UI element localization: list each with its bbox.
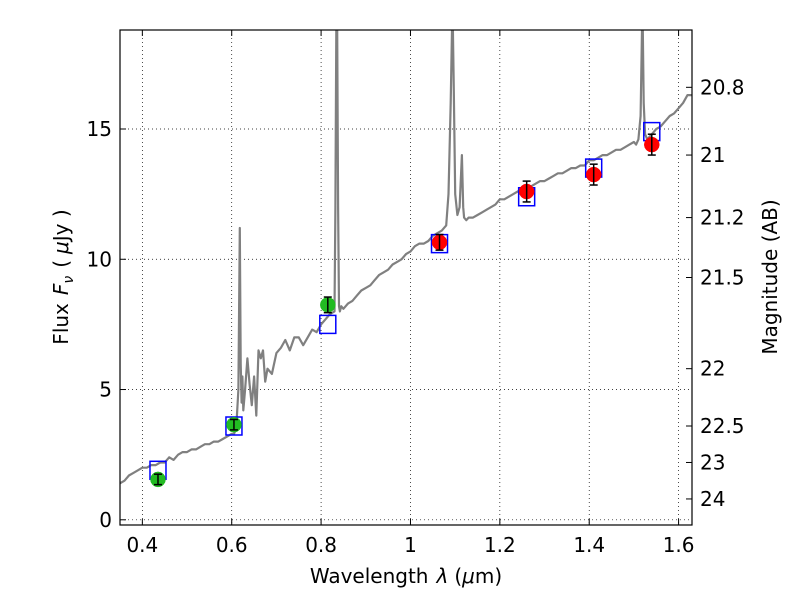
x-tick-label: 0.4 [126,533,158,557]
y2-tick-label: 21.2 [700,206,745,230]
x-tick-label: 1.2 [484,533,516,557]
y2-tick-label: 24 [700,487,725,511]
plot-area [120,30,692,488]
grid [120,30,692,525]
y2-axis-label: Magnitude (AB) [758,199,782,354]
y-tick-label: 0 [99,508,112,532]
model-photometry-square [319,314,337,335]
x-axis-label: Wavelength λ (μm) [310,564,502,588]
x-tick-label: 0.8 [305,533,337,557]
y2-tick-label: 21 [700,143,725,167]
y2-tick-label: 22 [700,357,725,381]
y-axis-label: FluxFν(μJy ) [49,209,77,344]
x-tick-label: 1 [404,533,417,557]
x-tick-label: 0.6 [216,533,248,557]
y2-tick-label: 21.5 [700,266,745,290]
y2-tick-label: 23 [700,450,725,474]
y2-tick-label: 20.8 [700,75,745,99]
y-tick-label: 15 [87,117,112,141]
y-tick-label: 5 [99,378,112,402]
y-tick-label: 10 [87,247,112,271]
x-tick-label: 1.4 [573,533,605,557]
x-tick-label: 1.6 [663,533,695,557]
axis-ticks: 0.4 0.6 0.8 1 1.2 1.4 1.6 0 5 10 15 20.8 21 21.2 21.5 2… [87,30,745,557]
y2-tick-label: 22.5 [700,414,745,438]
